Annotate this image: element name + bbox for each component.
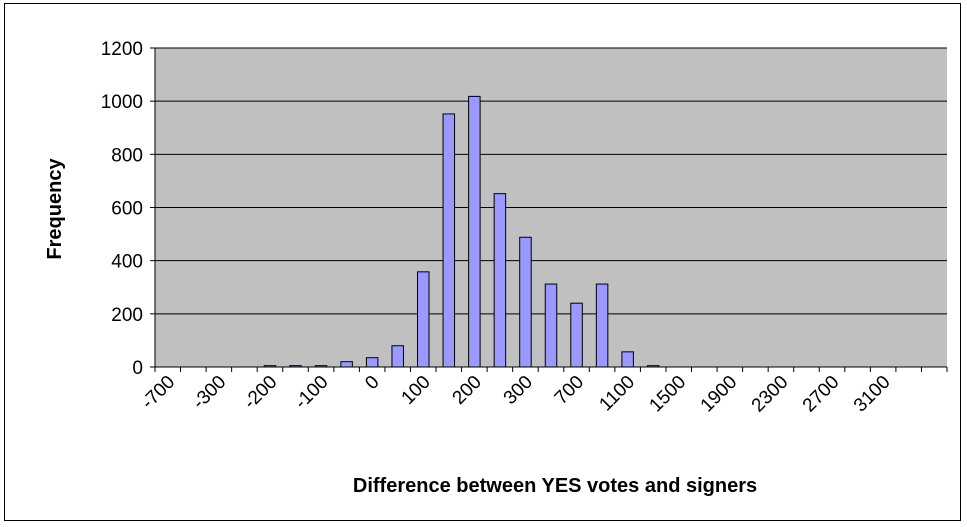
- x-tick-label-1: -300: [189, 372, 231, 414]
- y-tick-label-4: 800: [111, 145, 143, 166]
- x-tick-label-6: 200: [449, 372, 486, 409]
- x-tick-label-2: -200: [240, 372, 282, 414]
- x-axis-tick-labels: -700 -300 -200 -100 0 100 200 300 700 1100 1500 190…: [138, 367, 948, 417]
- x-tick-label-3: -100: [291, 372, 333, 414]
- y-tick-label-3: 600: [111, 199, 143, 220]
- x-tick-label-11: 1900: [697, 372, 742, 417]
- bar-bin-11: [442, 113, 456, 368]
- plot-area: [154, 47, 947, 368]
- bar-bin-18: [621, 351, 634, 368]
- x-tick-label-13: 2700: [799, 372, 844, 417]
- bar-bin-8: [365, 357, 379, 368]
- bar-bin-16: [570, 302, 583, 368]
- y-tick-label-1: 200: [111, 305, 143, 326]
- bar-bin-9: [391, 345, 404, 368]
- x-tick-label-14: 3100: [850, 372, 895, 417]
- y-axis-title: Frequency: [44, 158, 66, 260]
- y-tick-label-2: 400: [111, 252, 143, 273]
- bar-bin-13: [493, 193, 507, 368]
- x-tick-label-0: -700: [138, 372, 180, 414]
- x-tick-label-4: 0: [361, 372, 383, 394]
- x-tick-label-8: 700: [551, 372, 588, 409]
- bar-bin-15: [544, 283, 558, 368]
- x-tick-label-10: 1500: [646, 372, 691, 417]
- bar-bin-7: [340, 361, 353, 368]
- y-tick-label-5: 1000: [101, 92, 143, 113]
- bar-bin-17: [595, 283, 609, 368]
- bar-bin-14: [519, 236, 532, 368]
- bar-bin-12: [468, 95, 481, 368]
- x-tick-label-9: 1100: [595, 372, 639, 416]
- y-tick-label-6: 1200: [101, 39, 143, 60]
- y-tick-label-0: 0: [132, 358, 143, 379]
- y-axis-tick-labels: 0 200 400 600 800 1000 1200: [101, 39, 155, 379]
- x-tick-label-12: 2300: [748, 372, 793, 417]
- x-tick-label-5: 100: [398, 372, 435, 409]
- bar-bin-10: [417, 271, 430, 368]
- chart-frame: 0 200 400 600 800 1000 1200 -700 -300 -200 -100 0 1…: [4, 3, 961, 521]
- x-tick-label-7: 300: [500, 372, 537, 409]
- x-axis-title: Difference between YES votes and signers: [353, 475, 757, 497]
